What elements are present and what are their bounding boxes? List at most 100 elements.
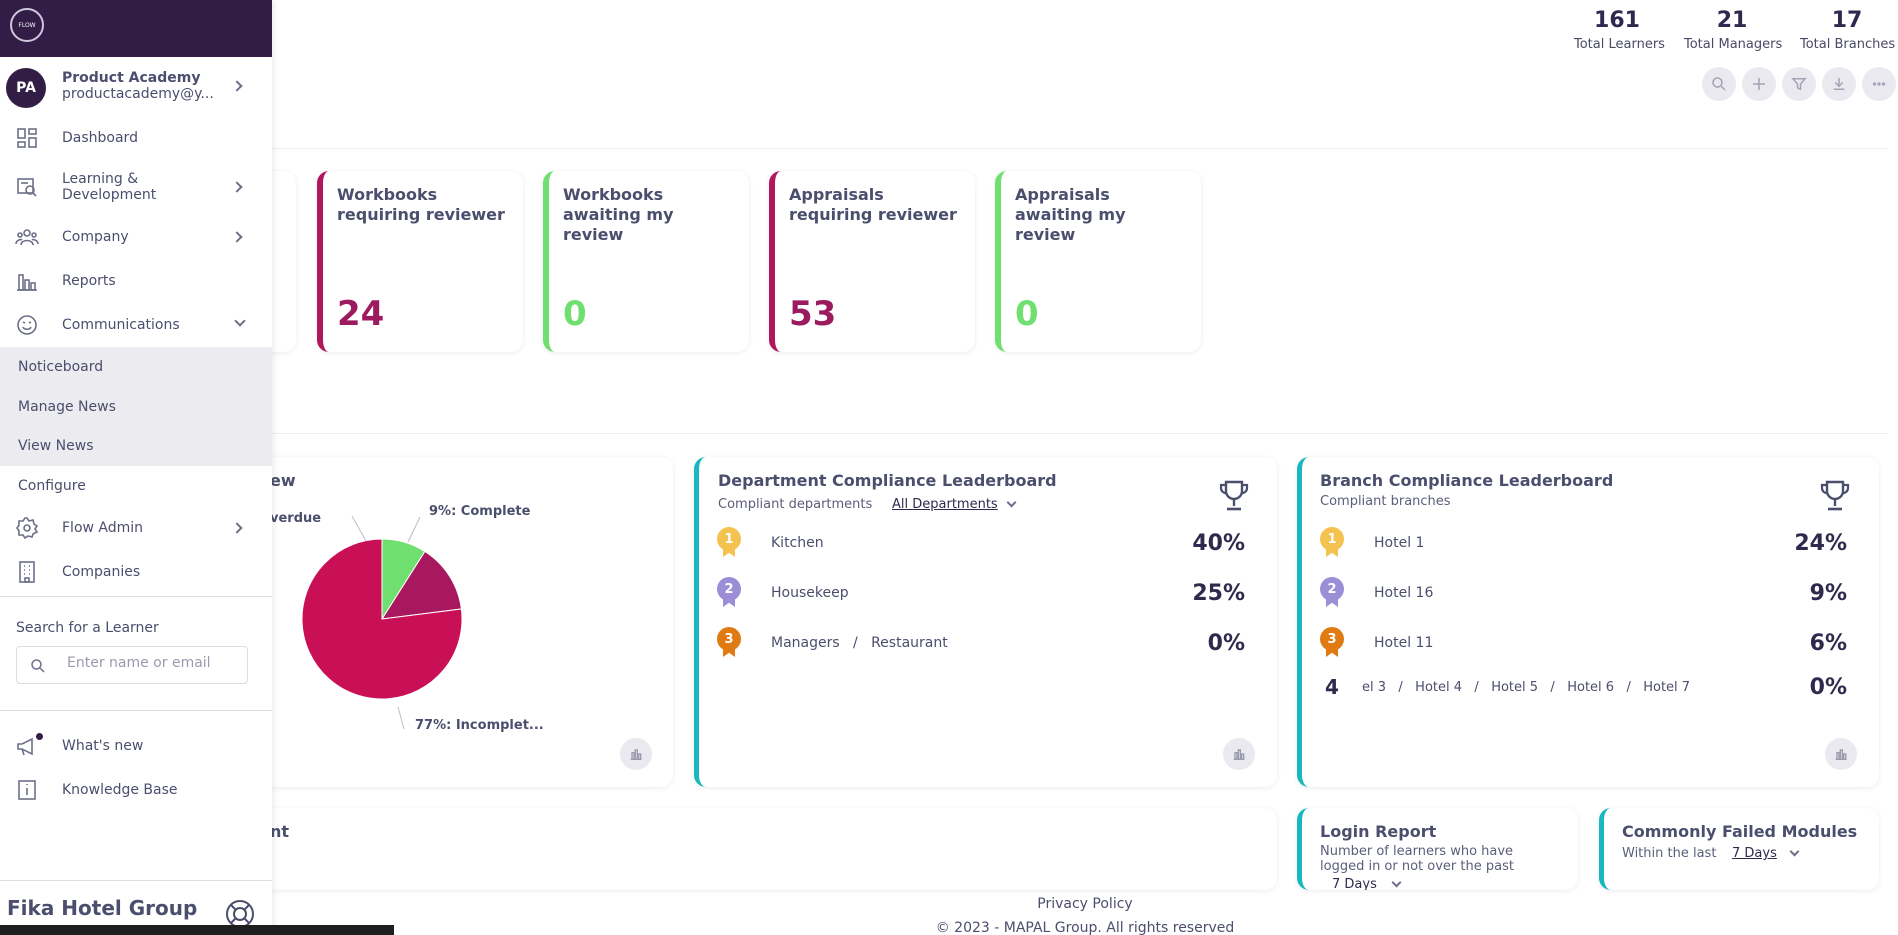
sidebar-item-label: Learning & Development [62,171,157,203]
stat-label: Total Managers [1684,37,1783,52]
sidebar-item-knowledge-base[interactable]: Knowledge Base [0,769,272,811]
bar-chart-icon [15,269,39,293]
organisation-name: Fika Hotel Group [7,896,198,920]
filter-icon [1791,78,1807,91]
kpi-card-appraisals-awaiting-review[interactable]: Appraisals awaiting my review 0 [995,171,1201,352]
download-icon [1833,78,1845,90]
branch-leaderboard-panel: Branch Compliance Leaderboard Compliant … [1297,457,1879,787]
user-profile[interactable]: PA Product Academy productacademy@y... [0,64,272,110]
compliance-percent: 40% [1192,530,1245,556]
leaderboard-row: 2 Hotel 16 9% [1320,577,1847,609]
learning-icon [15,175,39,199]
silver-medal-icon: 2 [1320,577,1344,609]
bottom-left-panel: nt [200,808,1277,890]
copyright: © 2023 - MAPAL Group. All rights reserve… [935,920,1235,935]
panel-subtitle: Within the last [1622,846,1717,861]
stat-label: Total Learners [1574,37,1665,52]
sidebar-header: FLOW [0,0,272,57]
leaderboard-row: 3 Hotel 11 6% [1320,627,1847,659]
pie-label-overdue: verdue [270,511,322,526]
kpi-value: 53 [789,294,837,334]
chevron-down-icon [1391,877,1402,888]
sidebar-item-learning[interactable]: Learning & Development [0,166,272,208]
department-name: Housekeep [771,585,849,601]
chevron-down-icon [1789,846,1800,857]
help-icon[interactable] [224,898,256,930]
user-email: productacademy@y... [62,86,214,102]
sidebar-subitem-view-news[interactable]: View News [0,426,272,466]
kpi-card-workbooks-awaiting-review[interactable]: Workbooks awaiting my review 0 [543,171,749,352]
kpi-card-workbooks-requiring-reviewer[interactable]: Workbooks requiring reviewer 24 [317,171,523,352]
sidebar-item-dashboard[interactable]: Dashboard [0,117,272,159]
more-button[interactable] [1862,67,1896,101]
sidebar-item-flow-admin[interactable]: Flow Admin [0,507,272,549]
divider [0,880,272,881]
pie-leader-line [397,706,405,730]
sidebar-item-whats-new[interactable]: What's new [0,725,272,767]
kpi-card-appraisals-requiring-reviewer[interactable]: Appraisals requiring reviewer 53 [769,171,975,352]
sidebar-item-label: Company [62,229,129,245]
stat-label: Total Branches [1800,37,1896,52]
compliance-percent: 0% [1809,674,1847,700]
pie-chart [301,515,463,730]
panel-subtitle: Number of learners who have logged in or… [1320,844,1514,874]
pie-leader-line [351,515,367,542]
sidebar-item-companies[interactable]: Companies [0,551,272,593]
sidebar-subitem-manage-news[interactable]: Manage News [0,387,272,427]
sidebar-subitem-configure[interactable]: Configure [0,466,272,506]
gear-icon [15,516,39,540]
flow-logo[interactable]: FLOW [10,8,44,42]
dropdown-value: 7 Days [1332,877,1377,890]
download-button[interactable] [1822,67,1856,101]
dropdown-value: 7 Days [1732,846,1777,861]
privacy-policy-link[interactable]: Privacy Policy [1037,896,1133,912]
chevron-right-icon [231,181,243,193]
sidebar-item-label: What's new [62,738,144,754]
learner-search-input[interactable] [67,655,237,671]
panel-title: ew [270,471,296,490]
branch-name: Hotel 16 [1374,585,1434,601]
failed-period-dropdown[interactable]: 7 Days [1732,846,1800,861]
branch-name: Hotel 11 [1374,635,1434,651]
megaphone-icon [15,734,39,758]
department-filter-dropdown[interactable]: All Departments [892,497,1017,512]
pie-slice-overdue[interactable] [381,550,462,620]
bronze-medal-icon: 3 [1320,627,1344,659]
bronze-medal-icon: 3 [717,627,741,659]
panel-title: nt [270,822,290,841]
bar-chart-icon [1835,749,1847,760]
smiley-icon [15,313,39,337]
kpi-value: 24 [337,294,385,334]
branch-name: Hotel 1 [1374,535,1425,551]
stat-total-managers: 21 Total Managers [1684,8,1783,52]
chart-view-button[interactable] [620,738,652,770]
chart-view-button[interactable] [1223,738,1255,770]
leaderboard-row: 3 Managers / Restaurant 0% [717,627,1245,659]
sidebar-item-reports[interactable]: Reports [0,260,272,302]
department-leaderboard-panel: Department Compliance Leaderboard Compli… [694,457,1277,787]
bar-chart-icon [630,749,642,760]
chevron-right-icon [231,522,243,534]
search-button[interactable] [1702,67,1736,101]
learner-search-field[interactable] [16,646,248,684]
leaderboard-row: 1 Kitchen 40% [717,527,1245,559]
dropdown-value: All Departments [892,497,998,512]
login-period-dropdown[interactable]: 7 Days [1332,877,1402,890]
add-button[interactable] [1742,67,1776,101]
sidebar-item-company[interactable]: Company [0,216,272,258]
pie-slice-incomplete[interactable] [301,538,463,700]
leaderboard-row: 4 el 3 / Hotel 4 / Hotel 5 / Hotel 6 / H… [1320,671,1847,703]
pie-leader-line [407,516,421,543]
compliance-percent: 25% [1192,580,1245,606]
chevron-down-icon [1006,497,1017,508]
department-name: Managers / Restaurant [771,635,948,651]
filter-button[interactable] [1782,67,1816,101]
chart-view-button[interactable] [1825,738,1857,770]
sidebar-subitem-noticeboard[interactable]: Noticeboard [0,347,272,387]
trophy-icon [1219,480,1249,511]
panel-title: Department Compliance Leaderboard [718,471,1057,490]
stat-value: 161 [1594,8,1640,33]
sidebar-item-communications[interactable]: Communications [0,304,272,346]
branch-name: el 3 / Hotel 4 / Hotel 5 / Hotel 6 / Hot… [1362,679,1691,695]
panel-title: Login Report [1320,822,1437,841]
